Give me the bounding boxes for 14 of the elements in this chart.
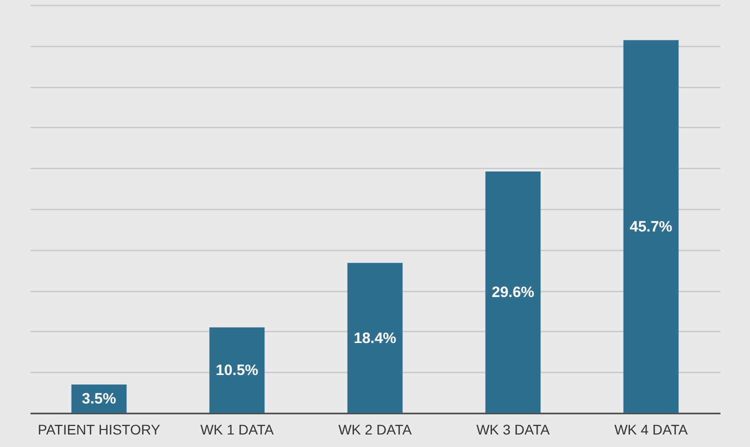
x-tick-label: WK 4 DATA [614, 422, 688, 438]
data-label: 3.5% [82, 390, 116, 408]
data-label: 45.7% [630, 218, 672, 236]
x-tick-label: PATIENT HISTORY [38, 422, 161, 438]
bar [623, 40, 679, 413]
x-tick-label: WK 1 DATA [200, 422, 274, 438]
bar [485, 171, 541, 413]
data-label: 29.6% [492, 284, 534, 302]
x-tick-label: WK 3 DATA [476, 422, 550, 438]
data-label: 10.5% [216, 362, 258, 380]
bar [347, 262, 403, 413]
x-tick-label: WK 2 DATA [338, 422, 412, 438]
data-label: 18.4% [354, 330, 396, 347]
bar [209, 327, 265, 413]
